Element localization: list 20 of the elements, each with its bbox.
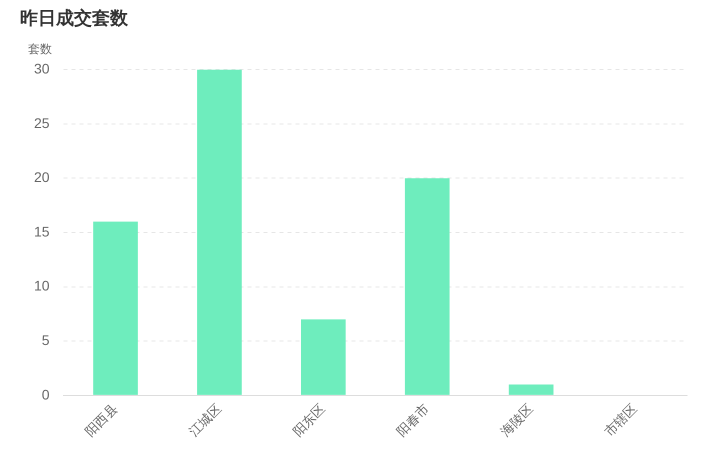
y-tick-label: 25 [34, 114, 50, 131]
x-tick-label: 阳东区 [290, 400, 328, 440]
x-tick-label: 阳西县 [82, 400, 120, 440]
y-tick-label: 0 [42, 386, 50, 402]
chart-title: 昨日成交套数 [20, 8, 129, 28]
bar [508, 384, 554, 395]
x-tick-label: 江城区 [186, 400, 224, 440]
y-tick-label: 5 [42, 332, 50, 348]
bar [197, 70, 242, 395]
bar [93, 222, 138, 395]
bar [300, 319, 346, 395]
bar [404, 178, 450, 395]
y-tick-label: 20 [34, 169, 50, 186]
y-tick-label: 30 [34, 60, 50, 76]
x-tick-label: 海陵区 [498, 400, 536, 440]
y-tick-label: 15 [34, 223, 50, 240]
x-tick-label: 阳春市 [394, 400, 432, 440]
y-tick-label: 10 [34, 278, 50, 294]
y-axis-title: 套数 [28, 42, 52, 56]
x-tick-label: 市辖区 [602, 400, 640, 440]
